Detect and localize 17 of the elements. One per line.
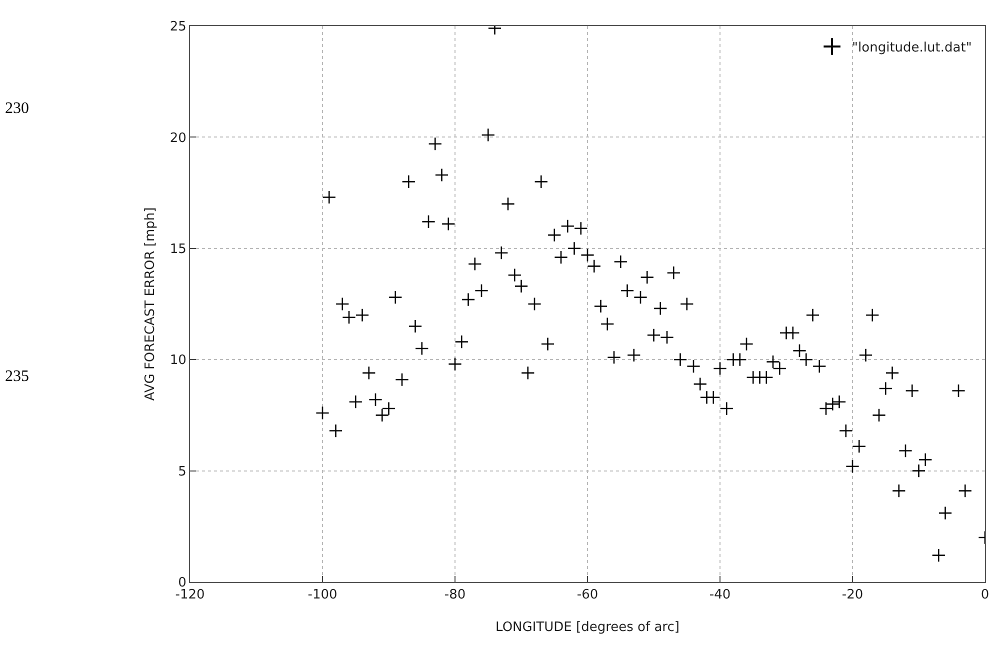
y-tick-label: 15 [170,242,186,257]
x-tick-label: -60 [576,588,598,603]
x-tick-label: -100 [308,588,338,603]
y-tick-label: 10 [170,353,186,368]
text: 230 [5,100,29,117]
x-tick-label: -40 [709,588,731,603]
legend-label: "longitude.lut.dat" [852,40,972,56]
y-tick-label: 20 [170,130,186,146]
x-tick-label: -20 [842,588,864,603]
x-tick-label: -120 [175,588,205,603]
x-tick-label: 0 [980,588,990,603]
y-axis-title: AVG FORECAST ERROR [mph] [143,207,158,401]
y-tick-label: 25 [170,20,186,35]
x-axis-title: LONGITUDE [degrees of arc] [496,620,680,635]
x-tick-label: -80 [444,588,466,603]
y-tick-label: 5 [178,464,186,480]
text: 235 [5,368,29,385]
